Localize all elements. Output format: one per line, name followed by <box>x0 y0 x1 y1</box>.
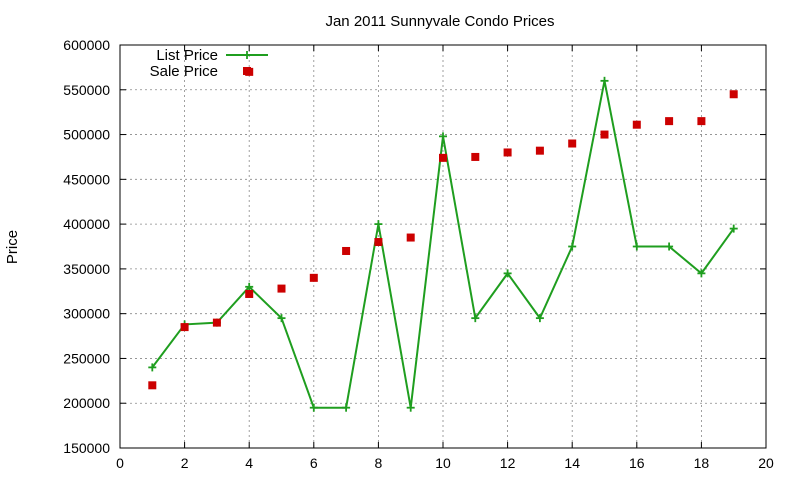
list-price-point <box>503 269 512 278</box>
x-tick-label: 6 <box>310 455 318 471</box>
sale-price-point <box>503 148 512 157</box>
y-tick-label: 600000 <box>63 37 110 53</box>
x-tick-label: 2 <box>181 455 189 471</box>
series-layer <box>148 67 738 412</box>
chart-title: Jan 2011 Sunnyvale Condo Prices <box>325 13 554 30</box>
sale-price-point <box>665 117 674 126</box>
list-price-point <box>471 314 480 323</box>
list-price-point <box>148 363 157 372</box>
list-price-point <box>342 403 351 412</box>
x-tick-label: 12 <box>500 455 516 471</box>
sale-price-point <box>568 139 577 148</box>
x-tick-label: 14 <box>564 455 580 471</box>
x-tick-label: 16 <box>629 455 645 471</box>
sale-price-point <box>471 152 480 161</box>
y-axis-label: Price <box>4 230 21 264</box>
x-tick-label: 10 <box>435 455 451 471</box>
sale-price-point <box>342 246 351 255</box>
sale-price-point <box>439 153 447 162</box>
y-tick-label: 250000 <box>63 350 110 366</box>
y-tick-label: 150000 <box>63 440 110 456</box>
list-price-point <box>600 76 609 85</box>
axis-ticks: 0 2 4 6 8 10 12 14 16 18 20 150000 200000 250000 30000… <box>63 37 774 471</box>
sale-price-point <box>632 120 641 129</box>
y-tick-label: 300000 <box>63 306 110 322</box>
list-price-point <box>697 269 706 278</box>
list-price-point <box>568 242 577 251</box>
y-tick-label: 200000 <box>63 395 110 411</box>
list-price-point <box>729 224 738 233</box>
sale-price-point <box>697 117 706 126</box>
list-price-point <box>309 403 318 412</box>
list-price-point <box>245 282 254 291</box>
series-list-price <box>148 76 738 412</box>
sale-price-point <box>309 273 318 282</box>
x-tick-label: 4 <box>245 455 253 471</box>
x-tick-label: 0 <box>116 455 124 471</box>
sale-price-point <box>729 90 738 99</box>
y-tick-label: 500000 <box>63 127 110 143</box>
legend-swatch-marker <box>243 67 251 75</box>
sale-price-point <box>148 381 157 390</box>
sale-price-point <box>374 238 383 247</box>
list-price-point <box>439 132 447 141</box>
sale-price-point <box>600 130 609 139</box>
list-price-point <box>535 314 544 323</box>
legend-swatch-marker <box>243 51 251 59</box>
list-price-point <box>406 403 415 412</box>
plot-frame <box>119 44 767 449</box>
legend-label-sale-price: Sale Price <box>150 63 218 80</box>
list-price-point <box>665 242 674 251</box>
x-tick-label: 18 <box>694 455 710 471</box>
y-tick-label: 450000 <box>63 171 110 187</box>
x-tick-label: 20 <box>758 455 774 471</box>
y-tick-label: 350000 <box>63 261 110 277</box>
sale-price-point <box>535 146 544 155</box>
sale-price-point <box>277 284 286 293</box>
sale-price-point <box>180 323 189 332</box>
sale-price-point <box>212 318 221 327</box>
y-tick-label: 550000 <box>63 82 110 98</box>
legend-label-list-price: List Price <box>156 47 218 64</box>
sale-price-point <box>245 289 254 298</box>
list-price-point <box>632 242 641 251</box>
list-price-point <box>374 220 383 229</box>
x-tick-label: 8 <box>375 455 383 471</box>
list-price-point <box>277 314 286 323</box>
sale-price-point <box>406 233 415 242</box>
y-tick-label: 400000 <box>63 216 110 232</box>
